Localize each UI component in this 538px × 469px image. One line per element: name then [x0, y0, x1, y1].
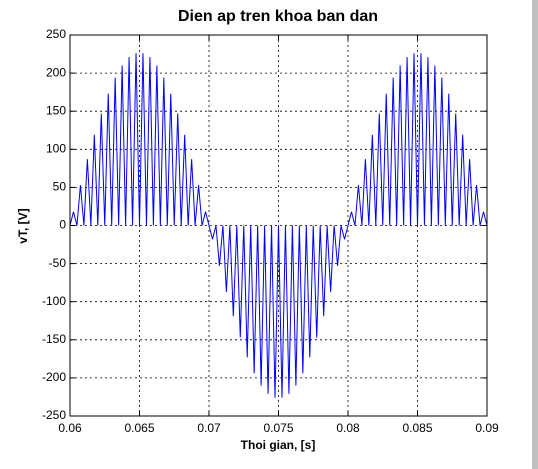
x-axis-label: Thoi gian, [s] — [241, 438, 316, 452]
y-tick-label: 0 — [59, 218, 66, 232]
y-tick-label: -250 — [42, 408, 66, 422]
x-tick-label: 0.065 — [124, 421, 154, 435]
x-tick-label: 0.08 — [336, 421, 360, 435]
y-tick-label: 200 — [46, 65, 66, 79]
y-tick-label: -50 — [49, 256, 67, 270]
x-tick-label: 0.085 — [402, 421, 432, 435]
y-tick-label: -200 — [42, 370, 66, 384]
plot-frame — [69, 34, 488, 417]
y-tick-label: 50 — [53, 180, 67, 194]
x-tick-label: 0.09 — [475, 421, 499, 435]
y-tick-label: 250 — [46, 27, 66, 41]
x-tick-label: 0.06 — [58, 421, 82, 435]
y-tick-label: -100 — [42, 294, 66, 308]
x-tick-label: 0.075 — [263, 421, 293, 435]
y-tick-label: -150 — [42, 332, 66, 346]
y-axis-label: vT, [V] — [16, 208, 30, 243]
x-tick-label: 0.07 — [197, 421, 221, 435]
window-edge — [532, 0, 538, 469]
y-tick-label: 150 — [46, 103, 66, 117]
y-tick-label: 100 — [46, 141, 66, 155]
chart-title: Dien ap tren khoa ban dan — [178, 8, 378, 25]
data-line — [69, 53, 488, 398]
